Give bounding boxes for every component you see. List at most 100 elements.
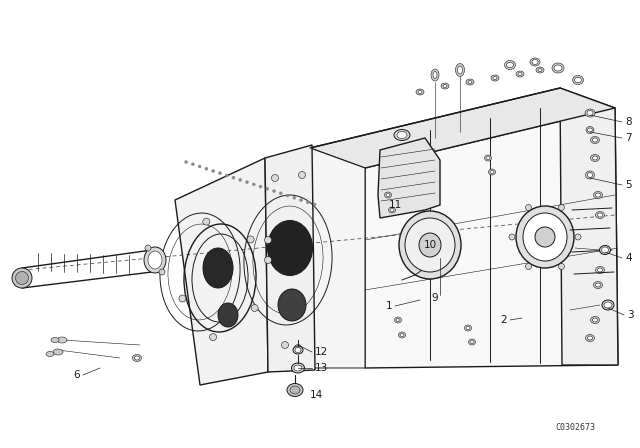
Ellipse shape — [525, 263, 531, 269]
Ellipse shape — [418, 90, 422, 94]
Ellipse shape — [191, 163, 195, 166]
Ellipse shape — [295, 348, 301, 353]
Text: 8: 8 — [625, 117, 632, 127]
Ellipse shape — [268, 220, 312, 276]
Ellipse shape — [602, 247, 609, 253]
Text: 10: 10 — [424, 240, 436, 250]
Polygon shape — [365, 108, 618, 368]
Ellipse shape — [586, 335, 595, 341]
Ellipse shape — [239, 178, 242, 181]
Ellipse shape — [291, 363, 305, 373]
Text: 1: 1 — [385, 301, 392, 311]
Ellipse shape — [602, 300, 614, 310]
Ellipse shape — [586, 126, 594, 134]
Ellipse shape — [523, 213, 567, 261]
Ellipse shape — [259, 185, 262, 188]
Ellipse shape — [293, 346, 303, 354]
Ellipse shape — [148, 251, 162, 269]
Ellipse shape — [591, 316, 600, 323]
Ellipse shape — [385, 192, 392, 198]
Ellipse shape — [15, 271, 29, 284]
Ellipse shape — [298, 172, 305, 178]
Ellipse shape — [591, 137, 600, 143]
Ellipse shape — [595, 267, 605, 273]
Ellipse shape — [388, 207, 396, 213]
Ellipse shape — [212, 169, 214, 172]
Ellipse shape — [588, 172, 593, 177]
Ellipse shape — [271, 175, 278, 181]
Ellipse shape — [554, 65, 562, 71]
Ellipse shape — [273, 190, 276, 193]
Ellipse shape — [552, 63, 564, 73]
Ellipse shape — [294, 365, 302, 371]
Ellipse shape — [264, 257, 271, 263]
Polygon shape — [378, 138, 440, 218]
Text: 4: 4 — [625, 253, 632, 263]
Ellipse shape — [397, 132, 407, 138]
Ellipse shape — [573, 76, 584, 85]
Ellipse shape — [293, 196, 296, 199]
Ellipse shape — [218, 303, 238, 327]
Ellipse shape — [51, 337, 59, 343]
Polygon shape — [175, 158, 268, 385]
Ellipse shape — [278, 289, 306, 321]
Ellipse shape — [593, 281, 602, 289]
Ellipse shape — [595, 283, 600, 287]
Ellipse shape — [604, 302, 612, 308]
Ellipse shape — [575, 234, 581, 240]
Ellipse shape — [57, 337, 67, 343]
Ellipse shape — [598, 213, 602, 217]
Ellipse shape — [286, 194, 289, 197]
Ellipse shape — [516, 206, 574, 268]
Ellipse shape — [246, 181, 248, 184]
Ellipse shape — [575, 78, 582, 82]
Text: 14: 14 — [310, 390, 323, 400]
Ellipse shape — [264, 237, 271, 244]
Ellipse shape — [506, 63, 513, 68]
Ellipse shape — [456, 64, 465, 77]
Ellipse shape — [386, 194, 390, 197]
Ellipse shape — [184, 160, 188, 164]
Ellipse shape — [586, 171, 595, 179]
Ellipse shape — [419, 233, 441, 257]
Ellipse shape — [209, 334, 216, 340]
Ellipse shape — [595, 211, 605, 219]
Ellipse shape — [266, 187, 269, 190]
Text: C0302673: C0302673 — [555, 423, 595, 432]
Ellipse shape — [585, 109, 595, 117]
Ellipse shape — [405, 218, 455, 272]
Text: 13: 13 — [315, 363, 328, 373]
Ellipse shape — [287, 383, 303, 396]
Ellipse shape — [307, 201, 309, 204]
Ellipse shape — [46, 352, 54, 357]
Ellipse shape — [588, 336, 593, 340]
Ellipse shape — [536, 67, 544, 73]
Ellipse shape — [247, 236, 254, 243]
Ellipse shape — [587, 111, 593, 116]
Ellipse shape — [134, 356, 140, 360]
Ellipse shape — [252, 183, 255, 186]
Text: 2: 2 — [500, 315, 507, 325]
Ellipse shape — [159, 269, 165, 275]
Ellipse shape — [394, 317, 401, 323]
Ellipse shape — [465, 325, 472, 331]
Polygon shape — [265, 145, 315, 372]
Ellipse shape — [530, 58, 540, 66]
Ellipse shape — [466, 327, 470, 329]
Ellipse shape — [588, 128, 593, 132]
Text: 6: 6 — [74, 370, 80, 380]
Ellipse shape — [225, 174, 228, 177]
Ellipse shape — [559, 263, 564, 269]
Polygon shape — [560, 88, 618, 365]
Ellipse shape — [593, 318, 598, 322]
Ellipse shape — [486, 156, 490, 159]
Ellipse shape — [593, 138, 598, 142]
Polygon shape — [310, 88, 615, 168]
Ellipse shape — [591, 155, 600, 161]
Text: 9: 9 — [431, 293, 438, 303]
Ellipse shape — [198, 165, 201, 168]
Ellipse shape — [535, 227, 555, 247]
Ellipse shape — [232, 176, 235, 179]
Ellipse shape — [416, 89, 424, 95]
Ellipse shape — [431, 69, 439, 81]
